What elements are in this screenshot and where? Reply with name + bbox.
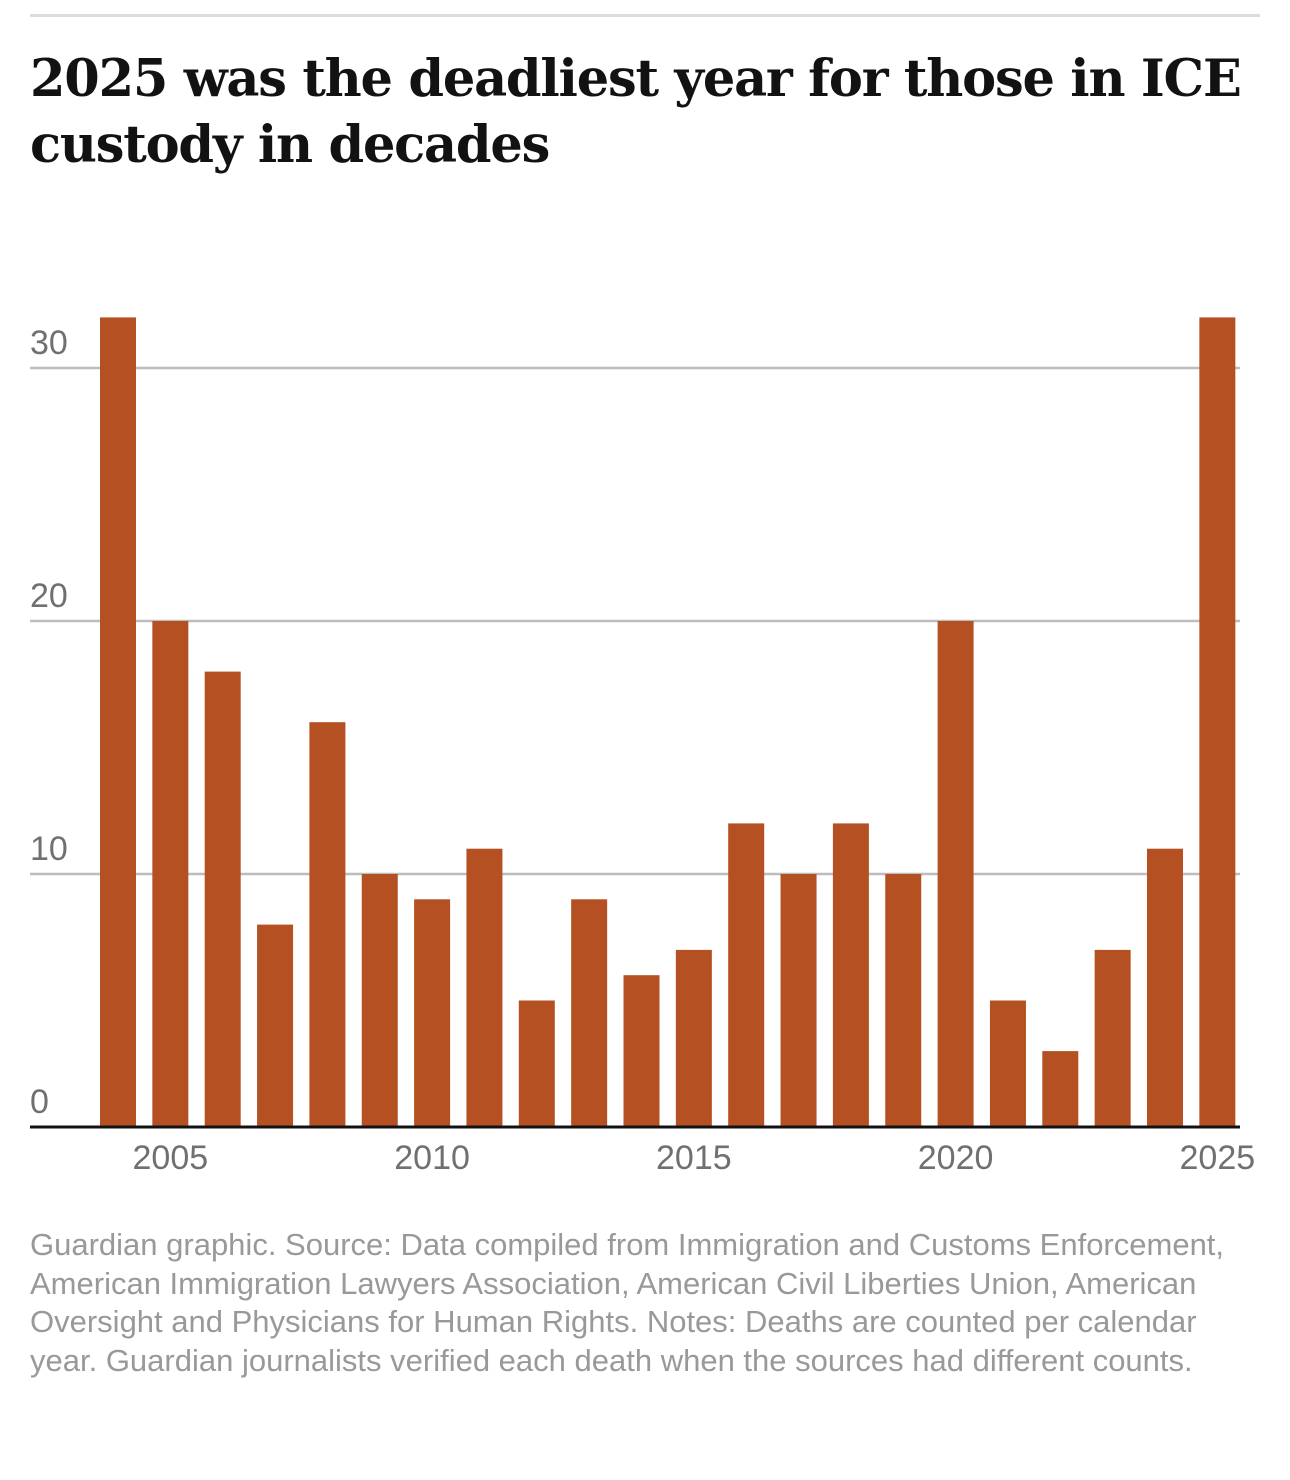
- bar-2017: [780, 874, 817, 1127]
- y-tick-label: 20: [30, 577, 68, 615]
- bar-2025: [1199, 317, 1236, 1127]
- x-axis-labels: 2005 2010 2015 2020 2025: [133, 1139, 1256, 1177]
- bar-2013: [571, 899, 608, 1127]
- bar-2009: [361, 874, 398, 1127]
- bar-2015: [675, 949, 712, 1127]
- bar-2021: [989, 1000, 1026, 1127]
- bar-2024: [1147, 848, 1183, 1127]
- bar-2014: [623, 975, 660, 1127]
- bar-2019: [885, 874, 922, 1127]
- bar-2008: [309, 722, 346, 1127]
- y-axis-labels: 0 10 20 30: [30, 324, 68, 1121]
- y-tick-label: 10: [30, 830, 68, 868]
- x-tick-label: 2005: [133, 1139, 209, 1177]
- top-rule: [30, 14, 1260, 17]
- x-tick-label: 2015: [656, 1139, 732, 1177]
- bar-2022: [1042, 1051, 1079, 1127]
- bar-2011: [466, 848, 503, 1127]
- x-tick-label: 2020: [918, 1139, 994, 1177]
- y-tick-label: 30: [30, 324, 68, 362]
- bar-2010: [414, 899, 451, 1127]
- x-tick-label: 2025: [1180, 1139, 1256, 1177]
- chart-title: 2025 was the deadliest year for those in…: [30, 49, 1242, 175]
- bar-2018: [832, 823, 869, 1127]
- bar-2016: [728, 823, 765, 1127]
- bar-2004: [100, 317, 136, 1127]
- bar-2023: [1094, 949, 1131, 1127]
- bar-2006: [204, 671, 241, 1127]
- bar-2020: [937, 621, 974, 1127]
- bar-2012: [518, 1000, 555, 1127]
- bar-2007: [257, 924, 294, 1127]
- bar-2005: [152, 621, 189, 1127]
- bar-chart: 0 10 20 30 2005 2010 2015 2020 2025: [30, 317, 1256, 1177]
- y-tick-label: 0: [30, 1083, 49, 1121]
- source-note: Guardian graphic. Source: Data compiled …: [30, 1227, 1225, 1378]
- bars: [100, 317, 1236, 1127]
- x-tick-label: 2010: [394, 1139, 470, 1177]
